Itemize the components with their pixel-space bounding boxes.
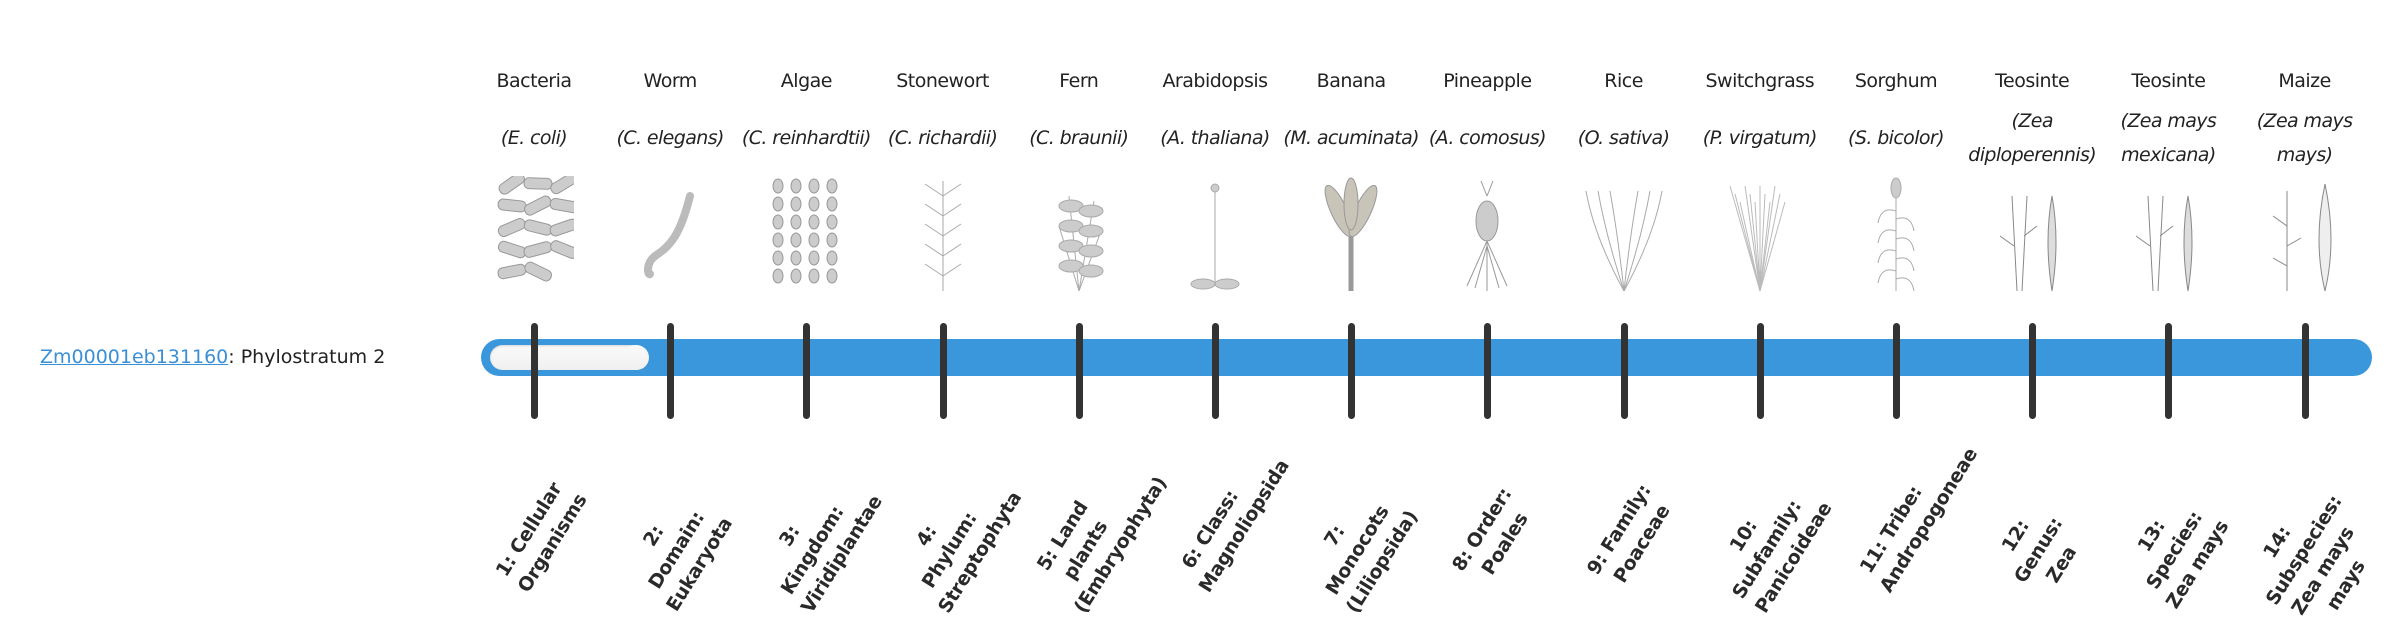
banana-icon <box>1324 177 1378 291</box>
stratum-tick <box>803 323 811 419</box>
organism-species: (C. richardii) <box>887 127 998 149</box>
stratum-tick <box>1075 323 1083 419</box>
organism-species: (A. comosus) <box>1428 127 1547 149</box>
stratum-label: 13: Species: Zea mays <box>2133 507 2234 613</box>
organism-name: Algae <box>780 70 833 92</box>
stratum-tick <box>1893 323 1900 419</box>
bacteria-icon <box>497 176 574 282</box>
organism-name: Worm <box>643 70 698 92</box>
organism-name: Fern <box>1059 70 1099 92</box>
stratum-tick <box>1212 323 1219 419</box>
organism-name: Teosinte <box>1995 70 2070 92</box>
stratum-tick <box>1484 323 1492 419</box>
stratum-label: 14: Subspecies: Zea mays mays <box>2258 491 2370 619</box>
teosinte-icon <box>2136 195 2193 292</box>
organism-name: Sorghum <box>1854 70 1938 92</box>
organism-species: (A. thaliana) <box>1160 127 1270 149</box>
stratum-tick <box>2301 323 2309 419</box>
rice-icon <box>1585 190 1663 292</box>
phylostratum-bar <box>481 339 2372 376</box>
pineapple-icon <box>1466 180 1508 291</box>
stratum-label: 12: Genus: Zea <box>1997 513 2082 587</box>
arabidopsis-icon <box>1190 183 1240 290</box>
organism-species: (E. coli) <box>500 127 568 149</box>
organism-species: (C. reinhardtii) <box>741 127 872 149</box>
gene-id-link[interactable]: Zm00001eb131160 <box>40 346 229 368</box>
stratum-label: 4: Phylum: Streptophyta <box>911 487 1026 618</box>
organism-name: Arabidopsis <box>1162 70 1268 92</box>
fern-icon <box>1058 195 1104 292</box>
organism-species: (O. sativa) <box>1577 127 1670 149</box>
gene-label: Zm00001eb131160: Phylostratum 2 <box>40 342 385 372</box>
stratum-tick <box>1756 323 1764 419</box>
gene-separator: : <box>228 346 241 368</box>
stratum-label: 2: Domain: Eukaryota <box>639 507 738 616</box>
organism-name: Teosinte <box>2131 70 2206 92</box>
stratum-tick <box>2165 323 2173 419</box>
stratum-label: 5: Land plants (Embryophyta) <box>1032 472 1172 618</box>
sorghum-icon <box>1877 177 1915 292</box>
stratum-tick <box>1348 323 1356 419</box>
organism-species: (Zea mays mays) <box>2256 110 2353 166</box>
organism-species: (P. virgatum) <box>1702 127 1818 149</box>
stratum-label: 3: Kingdom: Viridiplantae <box>775 491 888 618</box>
stratum-tick <box>667 323 675 419</box>
stratum-label: 10: Subfamily: Panicoideae <box>1725 496 1837 618</box>
switchgrass-icon <box>1729 185 1786 292</box>
phylostratum-label: Phylostratum 2 <box>240 346 386 368</box>
organism-name: Bacteria <box>496 70 573 92</box>
organism-name: Maize <box>2278 70 2331 92</box>
stonewort-icon <box>924 181 961 291</box>
teosinte-icon <box>1999 195 2057 292</box>
organism-species: (Zea mays mexicana) <box>2120 110 2217 166</box>
organism-species: (C. braunii) <box>1029 127 1129 149</box>
bar-unfilled-segment <box>490 345 650 370</box>
organism-name: Stonewort <box>896 70 989 92</box>
stratum-label: 7: Monocots (Liliopsida) <box>1320 501 1423 618</box>
organism-name: Banana <box>1316 70 1387 92</box>
maize-icon <box>2272 183 2332 292</box>
organism-species: (Zea diploperennis) <box>1968 110 2097 166</box>
worm-icon <box>644 192 695 279</box>
stratum-tick <box>531 323 538 419</box>
organism-species: (S. bicolor) <box>1848 127 1944 149</box>
organism-name: Rice <box>1604 70 1643 92</box>
organism-name: Pineapple <box>1443 70 1532 92</box>
stratum-tick <box>939 323 947 419</box>
algae-icon <box>772 178 838 284</box>
stratum-tick <box>1620 323 1628 419</box>
organism-name: Switchgrass <box>1705 70 1815 92</box>
organism-species: (C. elegans) <box>616 127 725 149</box>
organism-species: (M. acuminata) <box>1283 127 1419 149</box>
stratum-tick <box>2029 323 2037 419</box>
